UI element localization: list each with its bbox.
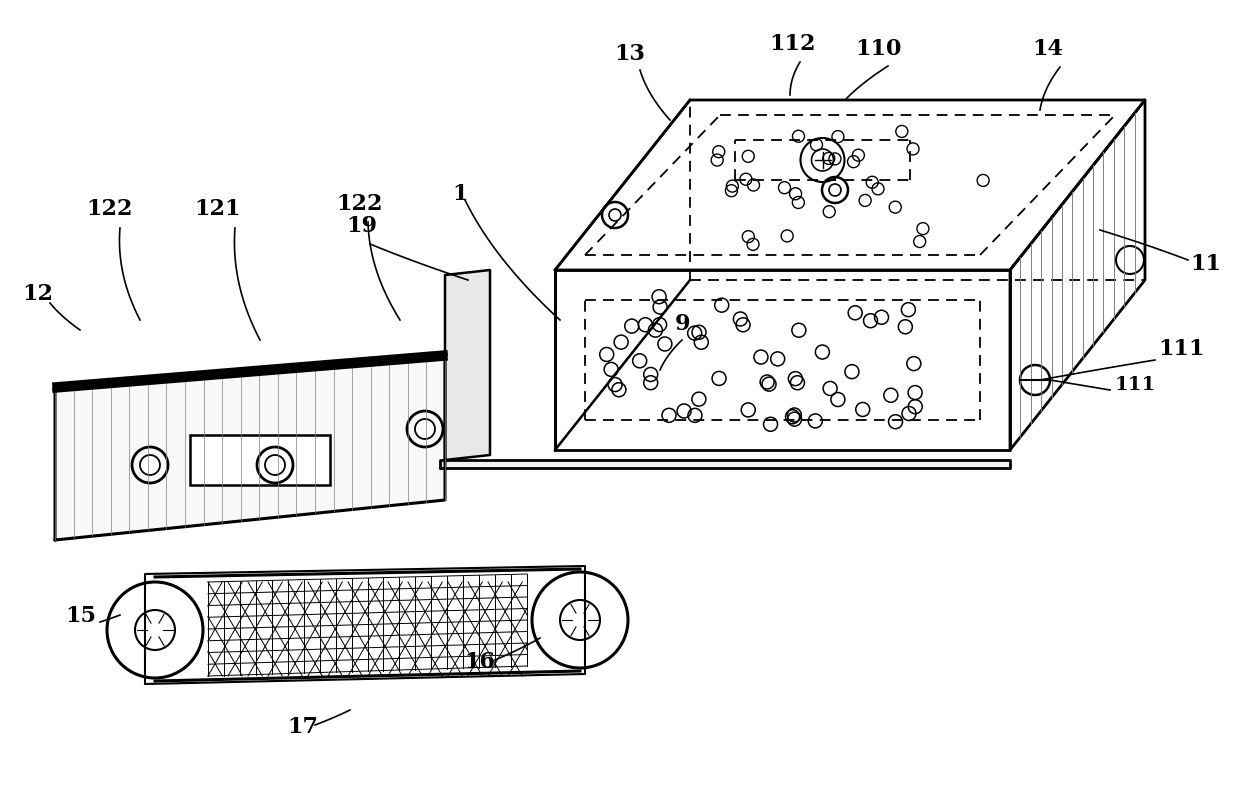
Circle shape	[265, 455, 285, 475]
Text: 13: 13	[615, 43, 646, 65]
Text: 112: 112	[770, 33, 816, 55]
Text: 11: 11	[1190, 253, 1221, 275]
Text: 122: 122	[337, 193, 383, 215]
Text: 122: 122	[87, 198, 133, 220]
Text: 19: 19	[346, 215, 377, 237]
Text: 111: 111	[1158, 338, 1204, 360]
Text: 12: 12	[22, 283, 53, 305]
Text: 121: 121	[195, 198, 242, 220]
Text: 16: 16	[465, 651, 496, 673]
Polygon shape	[445, 270, 490, 460]
Polygon shape	[55, 358, 445, 540]
Text: 111: 111	[1115, 376, 1156, 394]
Text: 1: 1	[453, 183, 467, 205]
Bar	[190, 435, 330, 485]
Text: 14: 14	[1033, 38, 1064, 60]
Polygon shape	[440, 460, 1011, 468]
Circle shape	[415, 419, 435, 439]
Text: 17: 17	[288, 716, 319, 738]
Text: 9: 9	[675, 313, 689, 335]
Circle shape	[140, 455, 160, 475]
Text: 15: 15	[64, 605, 95, 627]
Text: 110: 110	[854, 38, 901, 60]
